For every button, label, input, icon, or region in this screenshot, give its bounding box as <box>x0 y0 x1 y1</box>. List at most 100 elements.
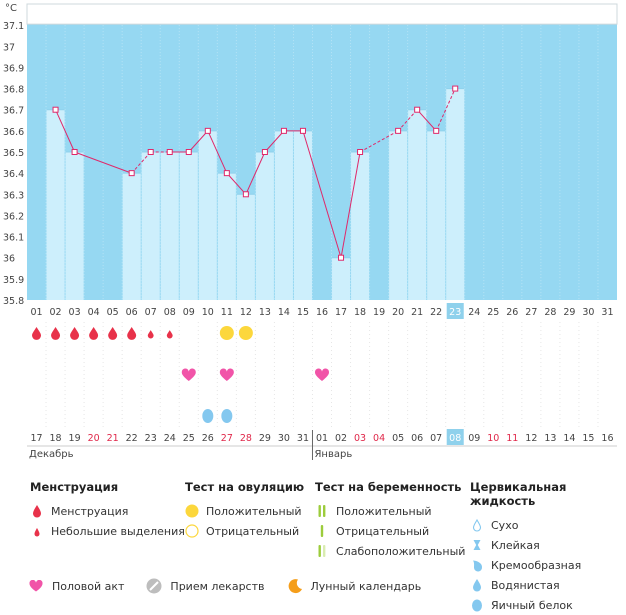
temp-bar <box>274 130 293 300</box>
legend-item: Положительный <box>315 501 465 521</box>
temp-line-segment <box>435 88 456 132</box>
menstruation-drop-icon <box>51 327 61 340</box>
cycle-day-label: 26 <box>506 307 518 318</box>
temp-bar <box>160 152 179 300</box>
menstruation-drop-icon <box>147 330 154 339</box>
y-tick-label: 36.3 <box>3 190 24 201</box>
temp-point <box>280 127 287 134</box>
current-day-highlight <box>446 303 464 319</box>
moon-icon <box>287 578 303 594</box>
temp-bar <box>255 152 274 300</box>
temp-line-segment <box>55 109 76 153</box>
cycle-day-label: 04 <box>88 307 100 318</box>
legend-title: Тест на овуляцию <box>185 480 305 494</box>
menstruation-drop-icon <box>108 327 118 340</box>
y-tick-label: 37.1 <box>3 21 24 32</box>
cycle-day-label: 31 <box>601 307 613 318</box>
legend-title: Менструация <box>30 480 119 494</box>
temp-bar <box>141 152 160 300</box>
calendar-date-label: 12 <box>525 433 537 444</box>
month-label: Декабрь <box>29 449 74 460</box>
dry-icon <box>470 517 484 533</box>
calendar-date-label: 26 <box>202 433 214 444</box>
y-tick-label: 35.9 <box>3 275 24 286</box>
y-tick-label: 36.6 <box>3 127 24 138</box>
temp-line-segment <box>207 130 228 174</box>
cycle-day-label: 02 <box>50 307 62 318</box>
temp-bar <box>446 88 465 300</box>
calendar-date-label: 10 <box>487 433 499 444</box>
calendar-date-label: 04 <box>373 433 385 444</box>
temp-point <box>433 127 440 134</box>
cycle-day-label: 13 <box>259 307 271 318</box>
temp-point <box>71 149 78 155</box>
cycle-day-label: 03 <box>69 307 81 318</box>
legend-title: Тест на беременность <box>315 480 462 494</box>
temp-point <box>299 127 306 134</box>
temp-line-segment <box>340 151 361 258</box>
ovulation-negative-icon <box>185 523 199 539</box>
cycle-day-label: 09 <box>183 307 195 318</box>
calendar-date-label: 29 <box>259 433 271 444</box>
temp-bar <box>46 109 65 300</box>
legend-label: Отрицательный <box>206 524 300 538</box>
intercourse-heart-icon <box>219 368 234 381</box>
temp-line-segment <box>245 151 266 195</box>
drop-icon <box>30 503 44 519</box>
temp-bar <box>427 130 446 300</box>
heart-icon <box>28 578 44 594</box>
temp-line-segment <box>74 151 132 174</box>
legend-item: Менструация <box>30 501 185 521</box>
temp-line-segment <box>416 109 437 132</box>
y-tick-label: 36.5 <box>3 148 24 159</box>
menstruation-drop-icon <box>127 327 137 340</box>
temp-point <box>242 191 249 198</box>
month-label: Январь <box>314 449 352 460</box>
y-tick-label: 36 <box>3 254 15 265</box>
calendar-date-label: 23 <box>145 433 157 444</box>
cycle-day-label: 30 <box>582 307 594 318</box>
cycle-day-label: 07 <box>145 307 157 318</box>
cycle-day-label: 23 <box>449 307 461 318</box>
y-tick-label: 36.4 <box>3 169 24 180</box>
legend-title: Цервикальная жидкость <box>470 480 567 508</box>
calendar-date-label: 19 <box>69 433 81 444</box>
legend-label: Положительный <box>336 504 432 518</box>
pregnancy-weak-icon <box>315 543 329 559</box>
temp-point <box>185 149 192 155</box>
y-tick-label: 36.1 <box>3 233 24 244</box>
calendar-date-label: 16 <box>601 433 613 444</box>
moon-legend: Лунный календарь <box>287 578 422 594</box>
temp-line-segment <box>188 130 209 153</box>
legend-label: Половой акт <box>52 579 125 593</box>
temp-point <box>52 106 59 113</box>
temp-bar <box>389 130 408 300</box>
legend-label: Лунный календарь <box>310 579 422 593</box>
y-tick-label: 36.8 <box>3 85 24 96</box>
y-tick-label: 37 <box>3 42 15 53</box>
calendar-date-label: 14 <box>563 433 575 444</box>
legend-label: Водянистая <box>491 578 560 592</box>
cycle-day-label: 08 <box>164 307 176 318</box>
calendar-date-label: 07 <box>430 433 442 444</box>
legend-label: Сухо <box>491 518 519 532</box>
cycle-day-label: 28 <box>544 307 556 318</box>
calendar-date-label: 01 <box>316 433 328 444</box>
temp-bar <box>351 152 370 300</box>
temp-point <box>395 127 402 134</box>
watery-icon <box>470 577 484 593</box>
legend-item: Клейкая <box>470 535 626 555</box>
calendar-date-label: 13 <box>544 433 556 444</box>
cycle-day-label: 06 <box>126 307 138 318</box>
cycle-day-label: 27 <box>525 307 537 318</box>
top-band <box>26 3 618 25</box>
sticky-icon <box>470 537 484 553</box>
ovulation-positive-icon <box>219 326 234 340</box>
legend-item: Водянистая <box>470 575 626 595</box>
legend-label: Менструация <box>51 504 129 518</box>
temp-point <box>128 170 135 177</box>
calendar-date-label: 05 <box>392 433 404 444</box>
legend-label: Яичный белок <box>491 598 573 612</box>
temp-bar <box>293 130 312 300</box>
temp-bar <box>65 152 84 300</box>
